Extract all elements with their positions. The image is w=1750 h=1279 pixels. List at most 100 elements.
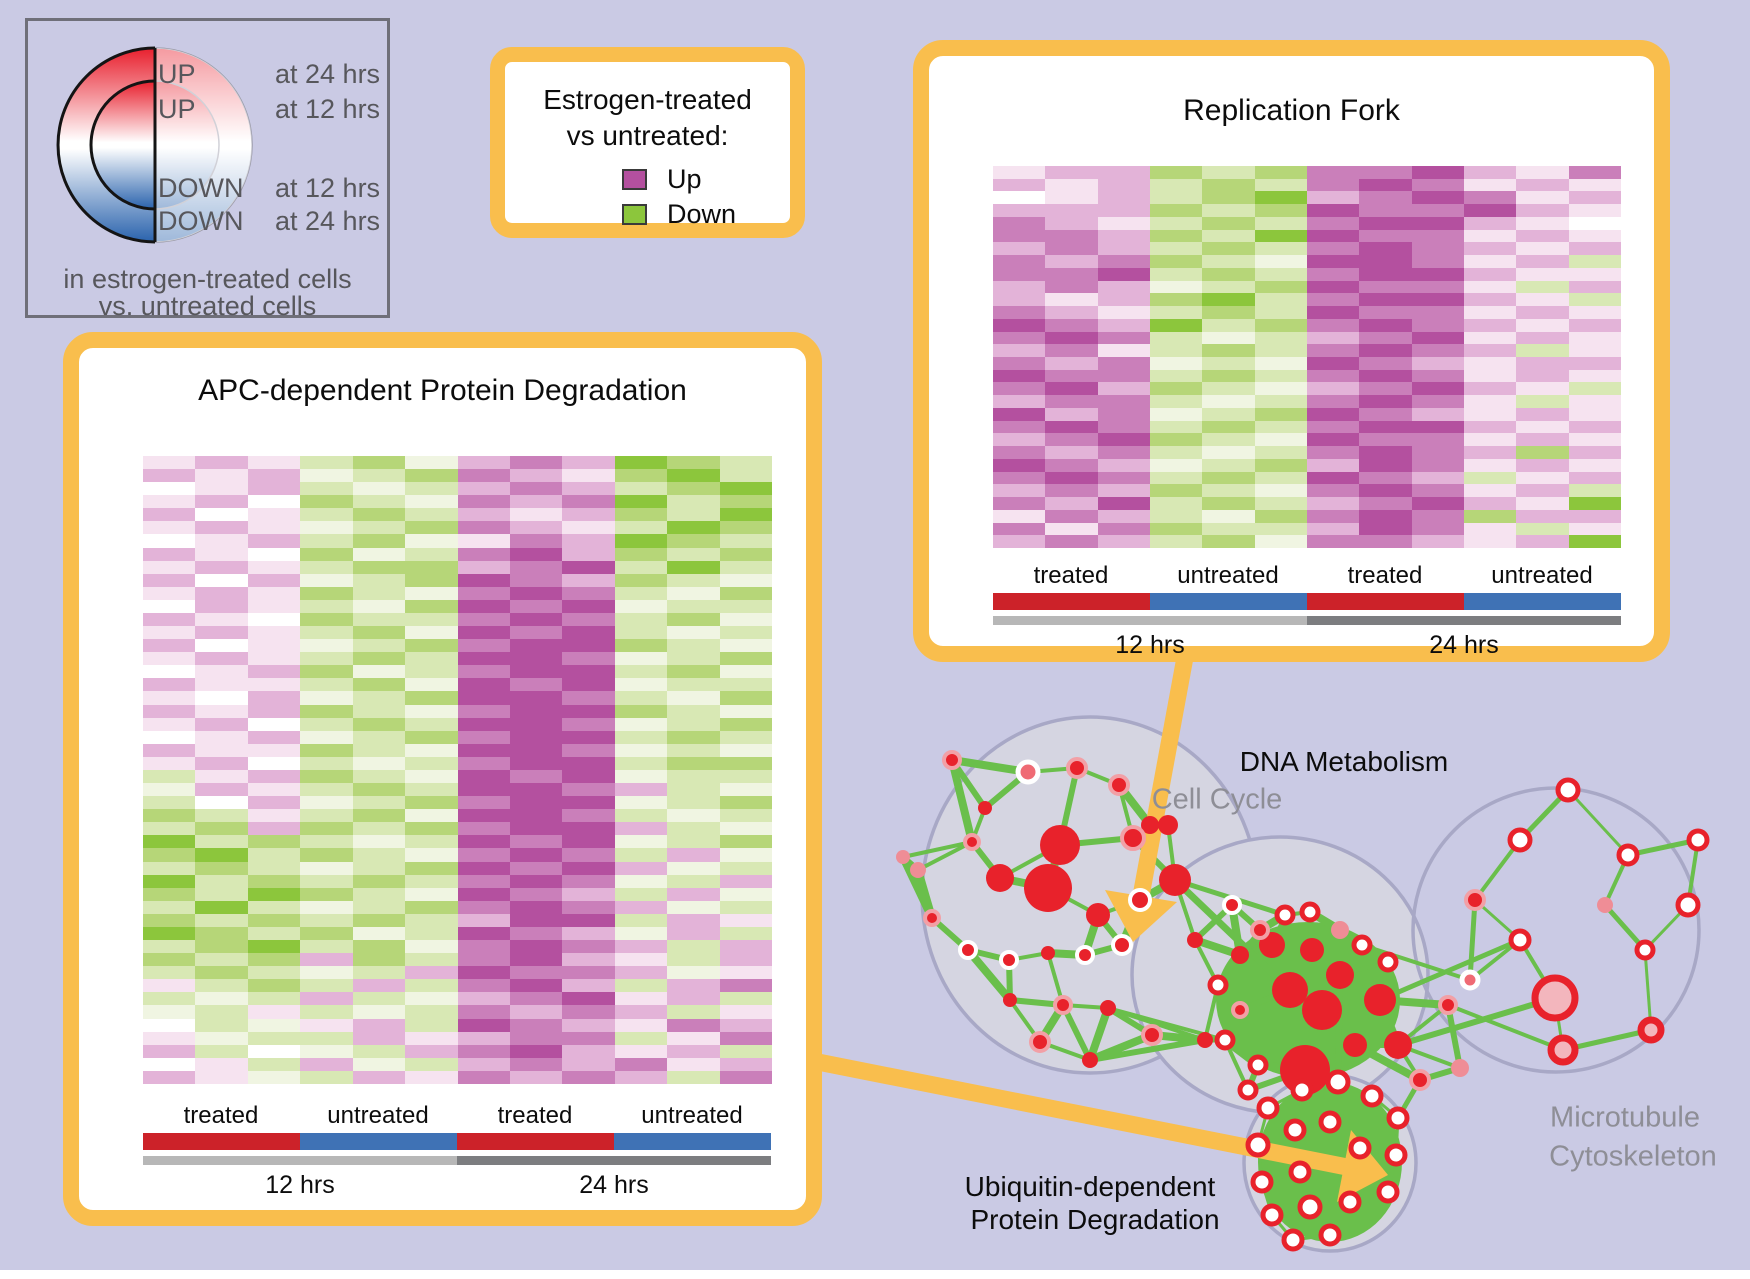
network-edge: [1076, 766, 1120, 787]
network-node: [1197, 1032, 1213, 1048]
network-node: [1634, 939, 1656, 961]
network-edge: [1518, 788, 1570, 842]
ring-footer-line1: in estrogen-treated cells: [63, 264, 352, 294]
network-edge: [914, 868, 936, 920]
network-node: [1274, 904, 1296, 926]
network-edge: [917, 840, 973, 872]
cluster-label: Cell Cycle: [1151, 783, 1283, 816]
network-link: [1361, 943, 1471, 982]
up-swatch: [622, 169, 647, 190]
network-node: [1507, 827, 1533, 853]
cluster-label: Protein Degradation: [970, 1204, 1220, 1235]
network-edge: [969, 840, 1003, 880]
network-edge: [1008, 998, 1042, 1044]
down-label: Down: [667, 199, 737, 229]
network-node: [1376, 1180, 1400, 1204]
network-edge: [1057, 767, 1080, 846]
network-edge: [1131, 823, 1152, 840]
network-edge: [1193, 936, 1242, 959]
network-edge: [1643, 949, 1653, 1031]
connector-arrow-head-1: [1105, 890, 1177, 942]
apc-treated-bar-24h: [457, 1133, 614, 1150]
network-edge: [1627, 837, 1699, 858]
network-edge: [1338, 927, 1364, 948]
network-edge: [1566, 788, 1630, 857]
network-node: [1024, 864, 1072, 912]
network-edge: [1288, 988, 1324, 1012]
network-edge: [1192, 902, 1235, 943]
apc-title: APC-dependent Protein Degradation: [198, 374, 687, 407]
ring-time-up24: at 24 hrs: [275, 59, 381, 89]
network-edge: [1228, 904, 1244, 956]
network-edge: [1338, 972, 1382, 1003]
network-edge: [1047, 949, 1086, 959]
network-node: [1299, 901, 1321, 923]
ring-dir-up24: UP: [158, 59, 196, 89]
network-edge: [1309, 926, 1343, 954]
network-edge: [1256, 1107, 1270, 1146]
network-edge: [1088, 1031, 1154, 1064]
network-edge: [1562, 1027, 1652, 1053]
network-node: [1343, 1033, 1367, 1057]
network-link: [1447, 1003, 1564, 1052]
network-edge: [964, 947, 1014, 1003]
network-node: [1318, 1110, 1342, 1134]
network-edge: [1518, 938, 1557, 1000]
network-edge: [1351, 998, 1384, 1047]
updown-title-line2: vs untreated:: [566, 120, 729, 151]
network-edge: [1238, 928, 1262, 957]
network-edge: [1008, 951, 1049, 962]
network-node: [1075, 945, 1095, 965]
network-node: [1029, 1031, 1051, 1053]
network-link: [1335, 974, 1343, 1083]
network-node: [1214, 1029, 1236, 1051]
network-node: [1066, 757, 1088, 779]
network-edge: [948, 759, 976, 843]
network-edge: [1301, 1080, 1339, 1092]
network-edge: [967, 947, 1010, 963]
replication-fork-heatmap: [993, 166, 1621, 548]
apc-group-label-2: untreated: [327, 1102, 429, 1129]
network-edge: [1337, 1080, 1373, 1098]
network-node: [1675, 892, 1701, 918]
apc-12h-label: 12 hrs: [265, 1171, 335, 1199]
network-node: [958, 940, 978, 960]
network-edge: [1360, 943, 1390, 964]
microtubule-cytoskeleton-ellipse: [1411, 786, 1701, 1074]
ring-time-down12: at 12 hrs: [275, 173, 381, 203]
ubiquitin-protein-degradation-edge-blob: [1258, 1082, 1402, 1242]
network-node: [1464, 889, 1486, 911]
network-node: [1459, 969, 1481, 991]
replication-fork-title: Replication Fork: [1183, 94, 1400, 127]
network-edge: [901, 854, 920, 873]
network-edge: [1193, 939, 1220, 986]
network-link: [1172, 877, 1293, 993]
updown-title-line1: Estrogen-treated: [543, 84, 752, 115]
apc-24h-label: 24 hrs: [579, 1171, 649, 1199]
network-node: [963, 833, 981, 851]
network-edge: [1270, 1214, 1295, 1241]
network-edge: [1294, 1120, 1331, 1132]
connector-arrow-shaft-2: [816, 1053, 1349, 1176]
network-node: [1053, 995, 1073, 1015]
network-edge: [1603, 903, 1647, 952]
down-swatch: [622, 204, 647, 225]
network-link: [1174, 877, 1286, 918]
network-edge: [1359, 1146, 1397, 1157]
network-link: [1379, 937, 1521, 1003]
network-node: [1250, 1170, 1274, 1194]
network-node: [1384, 1143, 1408, 1167]
network-edge: [1084, 942, 1123, 958]
ring-dir-up12: UP: [158, 94, 196, 124]
updown-legend-box: Estrogen-treated vs untreated: Up Down: [490, 47, 805, 238]
network-node: [1141, 816, 1159, 834]
network-edge: [1394, 1117, 1400, 1156]
network-node: [1280, 1045, 1330, 1095]
ring-time-down24: at 24 hrs: [275, 206, 381, 236]
network-node: [1438, 995, 1458, 1015]
ring-dir-down24: DOWN: [158, 206, 244, 236]
network-edge: [1267, 1106, 1296, 1132]
network-node: [1111, 934, 1133, 956]
network-edge: [1320, 974, 1342, 1011]
